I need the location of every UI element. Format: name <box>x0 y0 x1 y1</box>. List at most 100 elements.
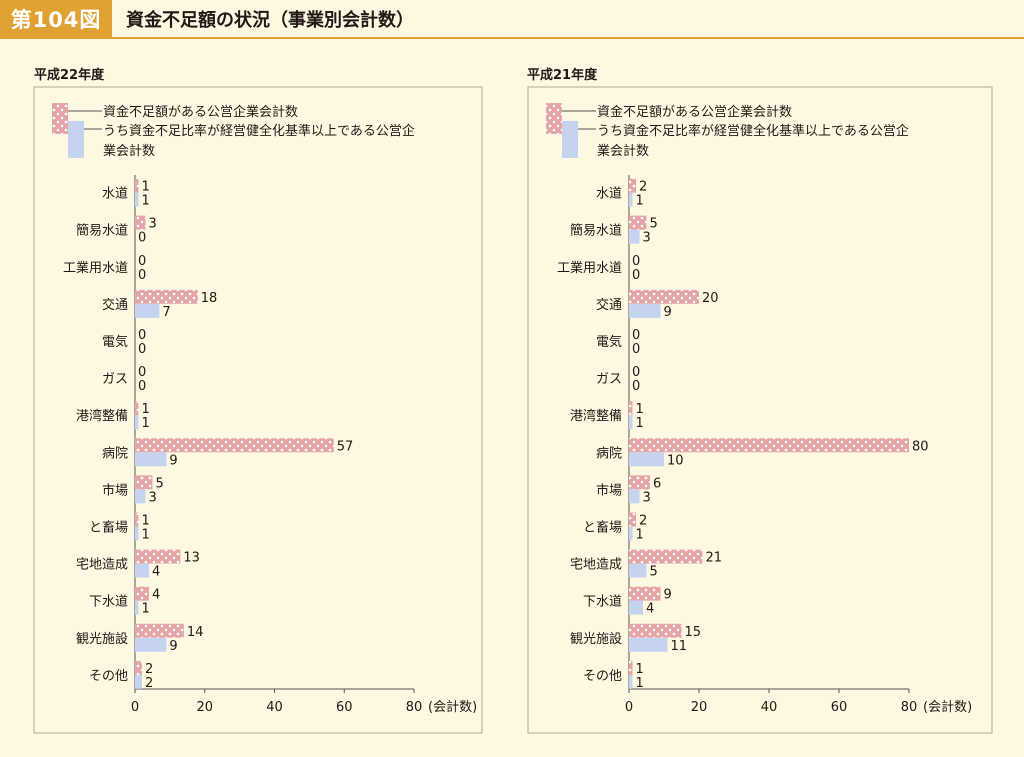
bar-series2 <box>629 674 633 689</box>
data-label-series2: 1 <box>636 416 644 431</box>
bar-series1 <box>135 289 198 304</box>
data-label-series1: 21 <box>706 551 723 566</box>
bar-series1 <box>135 623 184 638</box>
category-label: 水道 <box>102 187 128 202</box>
bar-series2 <box>629 452 664 467</box>
data-label-series1: 2 <box>639 180 647 195</box>
category-label: 病院 <box>596 446 622 461</box>
data-label-series1: 3 <box>148 217 156 232</box>
legend-label-series1: 資金不足額がある公営企業会計数 <box>597 104 792 120</box>
data-label-series1: 0 <box>138 254 146 269</box>
data-label-series1: 0 <box>632 328 640 343</box>
category-label: 病院 <box>102 446 128 461</box>
bar-series1 <box>629 178 636 193</box>
category-label: ガス <box>102 372 128 387</box>
bar-series1 <box>135 549 181 564</box>
panel-title-h22: 平成22年度 <box>34 68 105 83</box>
data-label-series2: 0 <box>138 268 146 283</box>
x-tick-label: 20 <box>691 700 708 715</box>
legend-label-series2-line2: 業会計数 <box>103 143 155 159</box>
category-label: 交通 <box>596 297 622 313</box>
x-axis-unit-label: (会計数) <box>428 699 477 715</box>
figure-number-badge: 第104図 <box>0 0 112 37</box>
category-label: 簡易水道 <box>76 224 128 239</box>
data-label-series1: 1 <box>636 662 644 677</box>
data-label-series2: 1 <box>141 602 149 617</box>
bar-series1 <box>629 549 703 564</box>
bar-series1 <box>135 401 139 416</box>
x-tick-label: 60 <box>336 700 353 715</box>
bar-series2 <box>629 489 640 504</box>
x-tick-label: 40 <box>761 700 778 715</box>
data-label-series1: 1 <box>141 402 149 417</box>
data-label-series1: 0 <box>138 328 146 343</box>
bar-series2 <box>135 303 160 318</box>
data-label-series2: 10 <box>667 453 684 468</box>
chart-panel-h21: 資金不足額がある公営企業会計数うち資金不足比率が経営健全化基準以上である公営企業… <box>527 86 993 734</box>
legend-label-series2-line2: 業会計数 <box>597 143 649 159</box>
legend-label-series2-line1: うち資金不足比率が経営健全化基準以上である公営企 <box>597 123 909 139</box>
panel-frame <box>33 86 483 734</box>
data-label-series1: 6 <box>653 476 661 491</box>
bar-series2 <box>629 415 633 430</box>
data-label-series2: 2 <box>145 676 153 691</box>
data-label-series1: 4 <box>152 588 160 603</box>
bar-series2 <box>135 192 139 207</box>
category-label: ガス <box>596 372 622 387</box>
bar-series1 <box>135 475 153 490</box>
legend-swatch-series1 <box>546 103 562 134</box>
category-label: 観光施設 <box>570 631 622 647</box>
bar-series2 <box>629 229 640 244</box>
data-label-series1: 18 <box>201 291 218 306</box>
bar-series1 <box>629 512 636 527</box>
x-tick-label: 80 <box>901 700 918 715</box>
legend-swatch-series2 <box>68 121 84 158</box>
x-tick-label: 0 <box>625 700 633 715</box>
category-label: 港湾整備 <box>570 408 622 424</box>
category-label: 宅地造成 <box>570 558 622 573</box>
data-label-series2: 4 <box>646 602 654 617</box>
data-label-series1: 80 <box>912 439 929 454</box>
category-label: 市場 <box>102 482 128 498</box>
category-label: 工業用水道 <box>557 260 622 276</box>
bar-series2 <box>629 526 633 541</box>
bar-series2 <box>135 452 167 467</box>
legend-swatch-series2 <box>562 121 578 158</box>
data-label-series1: 1 <box>636 402 644 417</box>
data-label-series1: 5 <box>155 476 163 491</box>
data-label-series1: 1 <box>141 180 149 195</box>
data-label-series2: 9 <box>169 453 177 468</box>
figure-title: 資金不足額の状況（事業別会計数） <box>126 9 414 31</box>
data-label-series1: 57 <box>337 439 354 454</box>
x-tick-label: 60 <box>831 700 848 715</box>
category-label: 工業用水道 <box>63 260 128 276</box>
data-label-series2: 1 <box>636 194 644 209</box>
data-label-series2: 9 <box>664 305 672 320</box>
bar-series1 <box>629 401 633 416</box>
bar-series2 <box>135 489 146 504</box>
data-label-series2: 3 <box>148 490 156 505</box>
data-label-series2: 3 <box>643 490 651 505</box>
figure-header: 第104図 資金不足額の状況（事業別会計数） <box>0 0 1024 39</box>
data-label-series1: 5 <box>650 217 658 232</box>
data-label-series2: 1 <box>141 194 149 209</box>
bar-series2 <box>629 303 661 318</box>
data-label-series2: 0 <box>632 342 640 357</box>
category-label: 市場 <box>596 482 622 498</box>
category-label: と畜場 <box>583 519 622 535</box>
bar-series1 <box>629 660 633 675</box>
bar-series1 <box>135 512 139 527</box>
category-label: その他 <box>583 669 622 684</box>
bar-series1 <box>629 438 909 453</box>
bar-series1 <box>135 660 142 675</box>
bar-series2 <box>135 526 139 541</box>
data-label-series2: 1 <box>636 676 644 691</box>
legend-label-series2-line1: うち資金不足比率が経営健全化基準以上である公営企 <box>103 123 415 139</box>
data-label-series1: 20 <box>702 291 719 306</box>
category-label: 水道 <box>596 187 622 202</box>
bar-series2 <box>135 674 142 689</box>
x-tick-label: 80 <box>406 700 423 715</box>
data-label-series1: 2 <box>639 513 647 528</box>
bar-series2 <box>135 563 149 578</box>
